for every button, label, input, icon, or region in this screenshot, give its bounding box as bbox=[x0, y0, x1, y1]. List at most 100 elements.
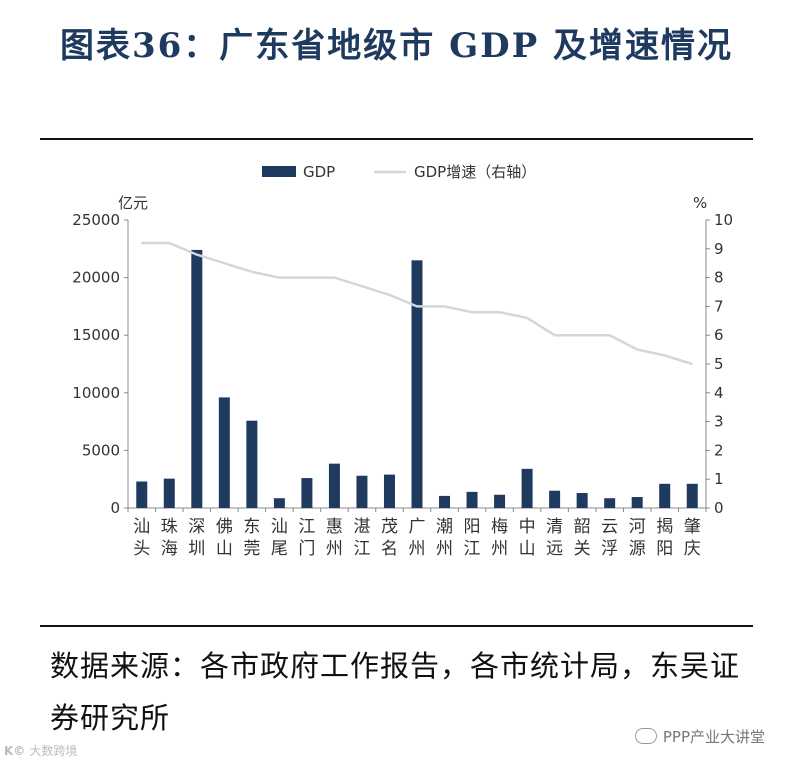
gdp-bar bbox=[136, 481, 148, 508]
x-tick-label: 东莞 bbox=[243, 517, 260, 559]
x-tick-label: 韶关 bbox=[574, 517, 591, 559]
growth-point bbox=[443, 305, 446, 308]
growth-point bbox=[251, 271, 253, 273]
x-tick-label: 广州 bbox=[409, 517, 426, 559]
right-tick-label: 1 bbox=[714, 470, 724, 488]
x-tick-label: 汕尾 bbox=[271, 517, 288, 559]
gdp-bars bbox=[136, 249, 698, 508]
right-tick-label: 0 bbox=[714, 499, 724, 517]
gdp-bar bbox=[246, 420, 258, 508]
gdp-bar bbox=[163, 478, 175, 508]
gdp-bar bbox=[631, 497, 643, 508]
right-tick-label: 9 bbox=[714, 240, 724, 258]
left-tick-label: 10000 bbox=[72, 384, 120, 402]
gdp-bar bbox=[521, 468, 533, 508]
legend-line-label: GDP增速（右轴） bbox=[414, 163, 536, 181]
gdp-bar bbox=[686, 483, 698, 508]
right-tick-label: 3 bbox=[714, 413, 724, 431]
gdp-bar bbox=[494, 494, 506, 508]
x-tick-label: 云浮 bbox=[601, 517, 618, 559]
left-tick-label: 15000 bbox=[72, 326, 120, 344]
right-tick-label: 7 bbox=[714, 297, 724, 315]
wechat-icon bbox=[634, 728, 657, 744]
x-tick-label: 茂名 bbox=[381, 517, 398, 559]
right-axis-unit: % bbox=[693, 194, 707, 212]
gdp-bar bbox=[659, 483, 671, 508]
gdp-bar bbox=[191, 249, 203, 508]
x-tick-label: 清远 bbox=[546, 517, 563, 559]
bottom-divider bbox=[40, 625, 753, 627]
watermark-left-text: 大数跨境 bbox=[29, 744, 78, 758]
gdp-bar bbox=[576, 493, 588, 508]
growth-point bbox=[691, 363, 694, 365]
right-tick-label: 6 bbox=[714, 326, 724, 344]
x-tick-label: 汕头 bbox=[133, 517, 150, 559]
x-axis-labels: 汕头珠海深圳佛山东莞汕尾江门惠州湛江茂名广州潮州阳江梅州中山清远韶关云浮河源揭阳… bbox=[133, 517, 700, 559]
gdp-bar bbox=[328, 463, 340, 508]
watermark-right-text: PPP产业大讲堂 bbox=[662, 728, 765, 746]
x-tick-label: 湛江 bbox=[353, 517, 370, 559]
growth-point bbox=[636, 348, 638, 351]
top-divider bbox=[40, 138, 753, 140]
legend-bar-label: GDP bbox=[303, 163, 335, 181]
right-tick-label: 2 bbox=[714, 441, 724, 459]
gdp-bar bbox=[356, 475, 368, 508]
growth-point bbox=[416, 305, 418, 308]
growth-point bbox=[526, 317, 528, 319]
x-tick-label: 肇庆 bbox=[684, 517, 701, 559]
x-tick-label: 阳江 bbox=[464, 517, 481, 559]
left-tick-label: 25000 bbox=[72, 211, 120, 229]
left-tick-label: 0 bbox=[110, 499, 120, 517]
growth-point bbox=[168, 242, 171, 244]
chart-title: 图表36：广东省地级市 GDP 及增速情况 bbox=[59, 26, 734, 66]
growth-point bbox=[553, 334, 556, 336]
gdp-bar bbox=[273, 498, 285, 508]
growth-point bbox=[663, 354, 666, 357]
chart-axes: 0 5000 10000 15000 20000 25000 0 1 2 3 4 5 6 7 8 9 10 亿元% bbox=[72, 194, 733, 517]
growth-point bbox=[223, 262, 226, 264]
gdp-bar bbox=[301, 478, 313, 508]
legend-bar-swatch bbox=[262, 166, 296, 177]
growth-point bbox=[278, 276, 281, 279]
growth-point bbox=[140, 242, 143, 244]
left-tick-label: 20000 bbox=[72, 269, 120, 287]
x-tick-label: 深圳 bbox=[188, 517, 205, 559]
gdp-bar bbox=[439, 495, 451, 508]
gdp-chart: GDP GDP增速（右轴） 0 5000 10000 15000 20000 25000 0 1… bbox=[72, 163, 733, 559]
gdp-bar bbox=[604, 498, 616, 508]
right-tick-label: 8 bbox=[714, 269, 724, 287]
x-tick-label: 梅州 bbox=[491, 517, 508, 559]
growth-point bbox=[361, 285, 363, 288]
growth-point bbox=[498, 311, 501, 313]
growth-point bbox=[608, 334, 611, 336]
x-tick-label: 惠州 bbox=[326, 517, 343, 559]
right-tick-label: 4 bbox=[714, 384, 724, 402]
x-tick-label: 揭阳 bbox=[656, 517, 673, 559]
gdp-bar bbox=[218, 397, 230, 508]
x-tick-label: 河源 bbox=[629, 517, 646, 559]
x-tick-label: 江门 bbox=[298, 517, 315, 559]
growth-point bbox=[388, 294, 391, 296]
growth-point bbox=[333, 276, 336, 279]
gdp-bar bbox=[411, 260, 423, 508]
gdp-bar bbox=[383, 474, 395, 508]
data-source-note: 数据来源：各市政府工作报告，各市统计局，东吴证券研究所 bbox=[50, 649, 741, 735]
x-tick-label: 中山 bbox=[519, 517, 536, 559]
left-axis-unit: 亿元 bbox=[118, 194, 148, 212]
growth-point bbox=[471, 311, 473, 313]
x-tick-label: 佛山 bbox=[216, 517, 233, 559]
watermark-right: PPP产业大讲堂 bbox=[634, 726, 765, 747]
gdp-bar bbox=[466, 491, 478, 508]
x-tick-label: 珠海 bbox=[161, 517, 178, 559]
left-tick-label: 5000 bbox=[82, 441, 120, 459]
growth-point bbox=[196, 253, 198, 256]
chart-legend: GDP GDP增速（右轴） bbox=[262, 163, 536, 181]
right-tick-label: 10 bbox=[714, 211, 733, 229]
x-tick-label: 潮州 bbox=[436, 517, 453, 559]
right-tick-label: 5 bbox=[714, 355, 724, 373]
watermark-logo: K© bbox=[4, 744, 26, 758]
growth-line bbox=[140, 241, 694, 366]
growth-point bbox=[306, 276, 308, 279]
watermark-left: K© 大数跨境 bbox=[4, 742, 77, 759]
growth-point bbox=[581, 334, 583, 336]
